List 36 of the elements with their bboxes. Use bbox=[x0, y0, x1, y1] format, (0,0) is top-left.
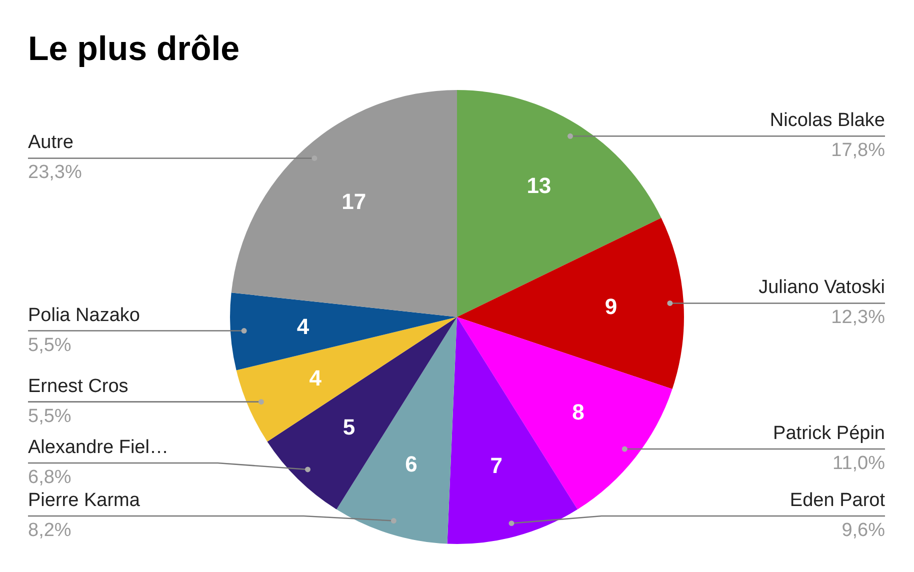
data-label: 8 bbox=[572, 400, 584, 424]
data-label: 4 bbox=[296, 314, 310, 339]
pie-slice bbox=[236, 317, 457, 442]
text: 12,3% bbox=[831, 307, 886, 328]
pie-slice bbox=[230, 292, 457, 370]
pie-slice bbox=[231, 90, 457, 317]
slice-label: Pierre Karma bbox=[28, 490, 140, 511]
slice-label: Polia Nazako bbox=[28, 304, 140, 326]
text: 5,5% bbox=[28, 334, 72, 356]
pie-slice bbox=[457, 90, 662, 317]
data-label: 9 bbox=[604, 294, 618, 320]
chart-title: Le plus drôle bbox=[28, 30, 240, 68]
data-label: 5 bbox=[342, 414, 356, 440]
text: 23,3% bbox=[28, 162, 82, 184]
pie-slice bbox=[457, 317, 672, 510]
slice-label: Autre bbox=[28, 132, 74, 154]
slice-label: Ernest Cros bbox=[28, 376, 128, 397]
data-label: 4 bbox=[309, 365, 322, 390]
text: 11,0% bbox=[832, 453, 886, 474]
text: 5,5% bbox=[28, 406, 72, 427]
slice-label: Nicolas Blake bbox=[770, 110, 885, 132]
data-label: 7 bbox=[490, 453, 503, 478]
text: 9,6% bbox=[842, 520, 886, 541]
slice-label: Patrick Pépin bbox=[773, 423, 885, 444]
pie-slice bbox=[336, 317, 457, 544]
pie-slice bbox=[267, 317, 457, 510]
pie-slice bbox=[457, 218, 684, 389]
slice-label: Juliano Vatoski bbox=[758, 277, 885, 298]
data-label: 17 bbox=[342, 189, 366, 214]
text: 17,8% bbox=[831, 140, 886, 162]
data-label: 13 bbox=[526, 173, 552, 198]
slice-label: Eden Parot bbox=[790, 490, 886, 511]
data-label: 6 bbox=[405, 451, 418, 476]
text: 6,8% bbox=[28, 467, 72, 488]
text: 8,2% bbox=[28, 520, 72, 541]
slice-label: Alexandre Fiel… bbox=[28, 437, 168, 458]
